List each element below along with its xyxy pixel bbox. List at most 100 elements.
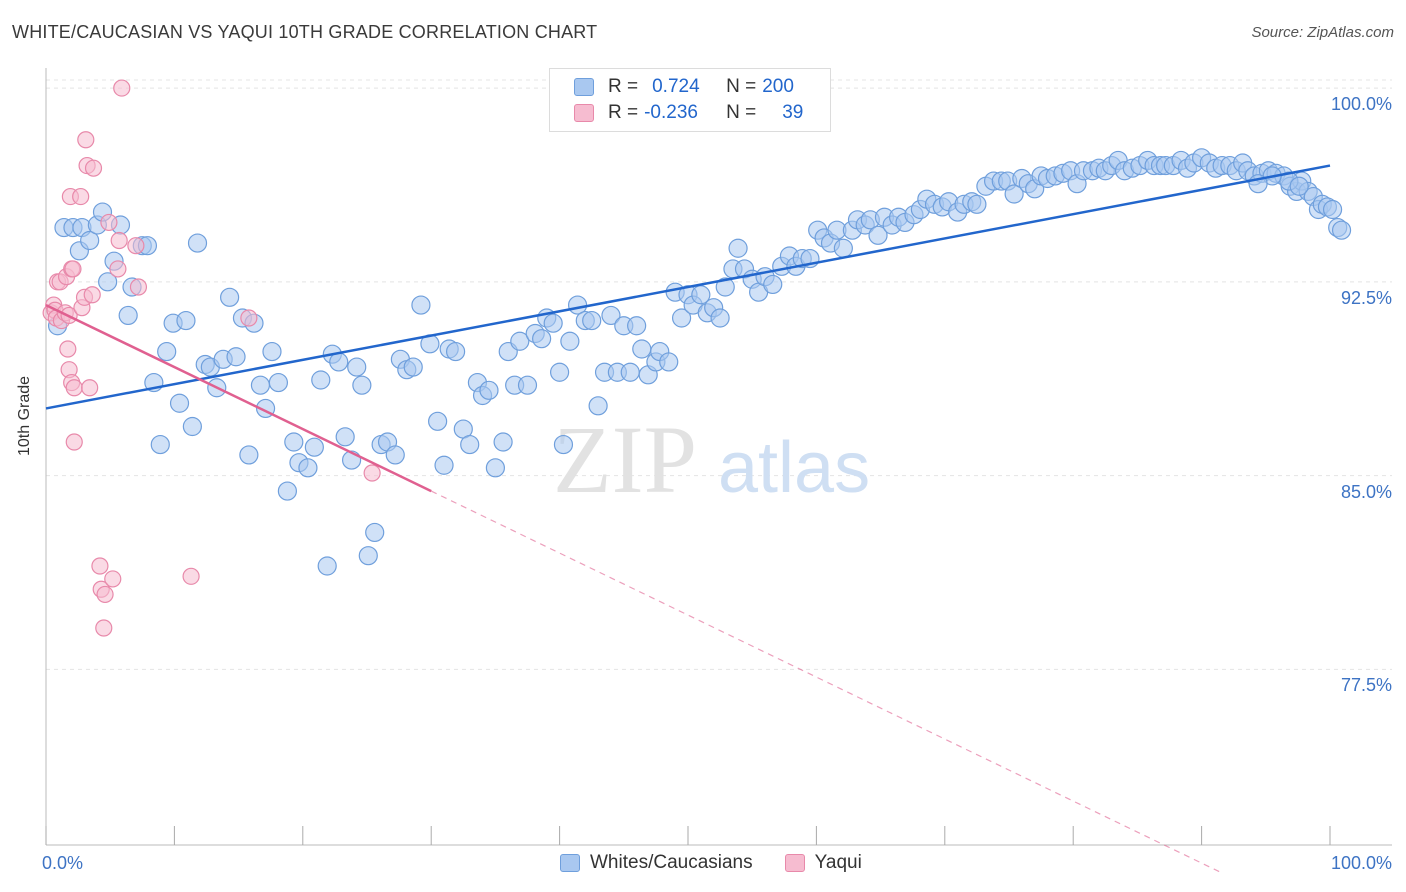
data-point bbox=[868, 225, 888, 245]
legend-swatch-yaqui bbox=[784, 854, 805, 872]
data-point bbox=[485, 458, 505, 478]
data-point bbox=[632, 339, 652, 359]
data-point bbox=[833, 238, 853, 258]
y-tick-label: 77.5% bbox=[1340, 675, 1392, 696]
data-point bbox=[715, 277, 735, 297]
legend-label-whites: Whites/Caucasians bbox=[590, 852, 753, 873]
trend-lines bbox=[45, 164, 1331, 873]
data-point bbox=[220, 287, 240, 307]
data-point bbox=[127, 237, 145, 255]
data-point bbox=[620, 362, 640, 382]
trend-line-whites bbox=[45, 164, 1331, 410]
data-point bbox=[411, 295, 431, 315]
chart-source: Source: ZipAtlas.com bbox=[1251, 24, 1394, 41]
data-point bbox=[1289, 176, 1309, 196]
watermark-zip: ZIP bbox=[553, 406, 697, 513]
data-point bbox=[100, 213, 118, 232]
data-point bbox=[358, 546, 378, 566]
data-point bbox=[182, 567, 200, 585]
x-tick-label-min: 0.0% bbox=[42, 853, 84, 873]
legend-r-label: R = bbox=[608, 102, 639, 123]
data-point bbox=[95, 619, 113, 637]
watermark: ZIP atlas bbox=[553, 406, 870, 513]
data-point bbox=[317, 556, 337, 576]
data-point bbox=[104, 570, 122, 588]
series-legend: Whites/Caucasians Yaqui bbox=[560, 852, 862, 874]
legend-swatch-whites bbox=[560, 854, 580, 872]
y-tick-label: 85.0% bbox=[1340, 481, 1392, 502]
data-point bbox=[335, 427, 355, 447]
data-point bbox=[517, 375, 538, 395]
data-point bbox=[543, 313, 563, 333]
data-point bbox=[363, 464, 381, 482]
data-point bbox=[284, 432, 304, 452]
data-point bbox=[65, 379, 83, 397]
data-point bbox=[226, 347, 246, 367]
correlation-legend: R = 0.724 N = 200 R = -0.236 N = 39 bbox=[549, 68, 831, 132]
data-point bbox=[352, 375, 372, 395]
data-point bbox=[434, 455, 454, 475]
data-point bbox=[84, 159, 103, 177]
data-point bbox=[91, 557, 109, 575]
data-point bbox=[560, 331, 580, 351]
data-point bbox=[445, 341, 466, 362]
legend-n-value: 39 bbox=[782, 102, 804, 123]
data-point bbox=[240, 309, 258, 327]
data-point bbox=[532, 329, 552, 349]
legend-row-whites: R = 0.724 N = 200 bbox=[574, 74, 794, 100]
data-point bbox=[182, 416, 202, 437]
data-point bbox=[365, 522, 385, 543]
data-point bbox=[250, 375, 271, 395]
data-point bbox=[304, 437, 324, 457]
data-point bbox=[110, 231, 128, 250]
y-tick-label: 92.5% bbox=[1340, 287, 1392, 308]
data-point bbox=[549, 362, 570, 382]
data-point bbox=[80, 230, 100, 251]
data-point bbox=[77, 131, 95, 149]
data-point bbox=[81, 379, 99, 397]
data-point bbox=[187, 233, 208, 253]
data-point bbox=[59, 340, 77, 358]
x-tick-label-max: 100.0% bbox=[1330, 853, 1392, 873]
y-axis-title: 10th Grade bbox=[16, 375, 33, 456]
legend-row-yaqui: R = -0.236 N = 39 bbox=[574, 100, 803, 126]
data-point bbox=[1331, 220, 1352, 240]
trend-line-yaqui-extension bbox=[430, 490, 1222, 873]
data-point bbox=[601, 305, 621, 326]
data-point bbox=[64, 260, 82, 278]
data-point bbox=[129, 278, 148, 296]
data-point bbox=[510, 331, 530, 351]
data-point bbox=[763, 274, 783, 295]
data-point bbox=[118, 305, 138, 326]
data-point bbox=[98, 272, 118, 292]
legend-r-value: 0.724 bbox=[652, 76, 700, 97]
data-point bbox=[728, 238, 748, 258]
axes bbox=[45, 68, 1392, 846]
data-point bbox=[403, 357, 423, 377]
legend-n-value: 200 bbox=[762, 76, 794, 97]
data-point bbox=[553, 434, 574, 455]
data-point bbox=[1322, 199, 1343, 220]
data-point bbox=[113, 79, 131, 97]
data-point bbox=[96, 585, 114, 604]
data-point bbox=[150, 434, 170, 455]
trend-line-yaqui bbox=[45, 303, 432, 493]
data-point bbox=[1004, 184, 1024, 204]
data-point bbox=[329, 352, 349, 372]
data-point bbox=[710, 308, 730, 328]
data-point bbox=[588, 396, 608, 416]
data-point bbox=[347, 357, 367, 377]
data-point bbox=[582, 310, 602, 331]
chart-title: WHITE/CAUCASIAN VS YAQUI 10TH GRADE CORR… bbox=[12, 22, 598, 42]
legend-n-label: N = bbox=[726, 76, 757, 97]
data-point bbox=[176, 310, 196, 331]
data-point bbox=[311, 370, 331, 390]
y-tick-label: 100.0% bbox=[1330, 94, 1392, 115]
data-point bbox=[479, 380, 499, 400]
data-point bbox=[385, 445, 405, 465]
legend-r-value: -0.236 bbox=[644, 102, 698, 123]
data-point bbox=[169, 393, 190, 413]
data-point bbox=[298, 458, 318, 478]
legend-n-label: N = bbox=[726, 102, 757, 123]
